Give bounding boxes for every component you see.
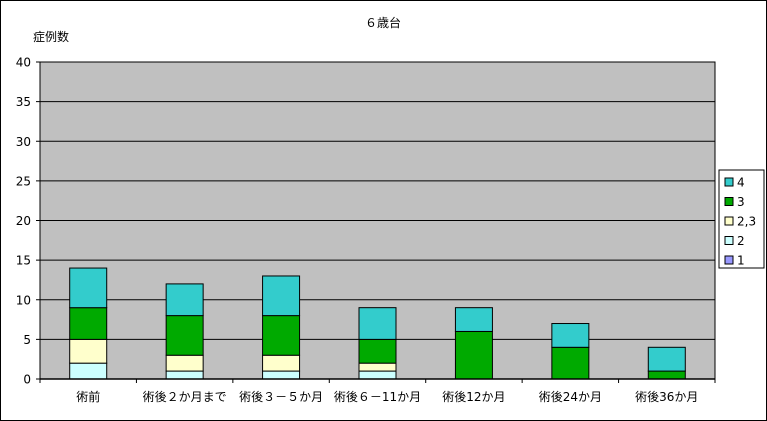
legend-label: 1	[737, 254, 745, 268]
bar-segment	[454, 307, 493, 332]
x-tick-label: 術後６－11か月	[334, 390, 421, 404]
gridlines	[40, 61, 715, 340]
bar-segment	[262, 354, 301, 372]
x-tick-label: 術後12か月	[442, 390, 505, 404]
x-tick-label: 術後２か月まで	[143, 390, 227, 404]
y-axis-label: 症例数	[33, 29, 69, 44]
y-tick-label: 35	[16, 95, 31, 109]
bar-segment	[358, 370, 397, 380]
y-tick-label: 25	[16, 174, 31, 188]
legend-label: 2	[737, 234, 745, 248]
bar-segment	[262, 370, 301, 380]
bar-segment	[551, 323, 590, 348]
bar-segment	[165, 370, 204, 380]
bar-segment	[262, 315, 301, 356]
bar-segment	[358, 307, 397, 340]
y-tick-label: 20	[16, 214, 31, 228]
bar-segment	[165, 315, 204, 356]
x-tick-label: 術後24か月	[539, 390, 602, 404]
bar-segment	[358, 362, 397, 372]
y-tick-label: 30	[16, 135, 31, 149]
chart-title: ６歳台	[365, 15, 401, 30]
y-tick-label: 0	[23, 373, 31, 387]
bars	[69, 267, 686, 380]
legend-label: 3	[737, 195, 745, 209]
y-tick-label: 40	[16, 56, 31, 70]
legend-swatch	[724, 255, 734, 265]
bar-segment	[262, 275, 301, 317]
x-tick-label: 術前	[76, 389, 100, 404]
legend: 4 3 2,3 2 1	[718, 169, 765, 269]
y-tick-label: 15	[16, 254, 31, 268]
x-tick-label: 術後36か月	[635, 390, 698, 404]
bar-segment	[647, 370, 686, 380]
legend-label: 4	[737, 176, 745, 190]
legend-swatch	[724, 236, 734, 245]
bar-segment	[69, 338, 108, 364]
legend-label: 2,3	[737, 215, 756, 229]
bar-segment	[358, 338, 397, 364]
x-axis-ticks: 術前 術後２か月まで 術後３－５か月 術後６－11か月 術後12か月 術後24か月 術後36…	[39, 379, 716, 404]
bar-segment	[69, 362, 108, 380]
bar-segment	[551, 346, 590, 380]
y-tick-label: 10	[16, 293, 31, 307]
bar-segment	[165, 354, 204, 372]
bar-segment	[647, 346, 686, 372]
bar-segment	[69, 267, 108, 309]
x-tick-label: 術後３－５か月	[239, 390, 323, 404]
bar-segment	[69, 307, 108, 340]
legend-swatch	[724, 177, 734, 187]
y-axis-ticks: 0 5 10 15 20 25 30 35 40	[16, 56, 40, 387]
legend-swatch	[724, 197, 734, 206]
y-tick-label: 5	[23, 333, 31, 347]
bar-segment	[454, 330, 493, 380]
bar-segment	[165, 283, 204, 317]
legend-swatch	[724, 216, 734, 226]
